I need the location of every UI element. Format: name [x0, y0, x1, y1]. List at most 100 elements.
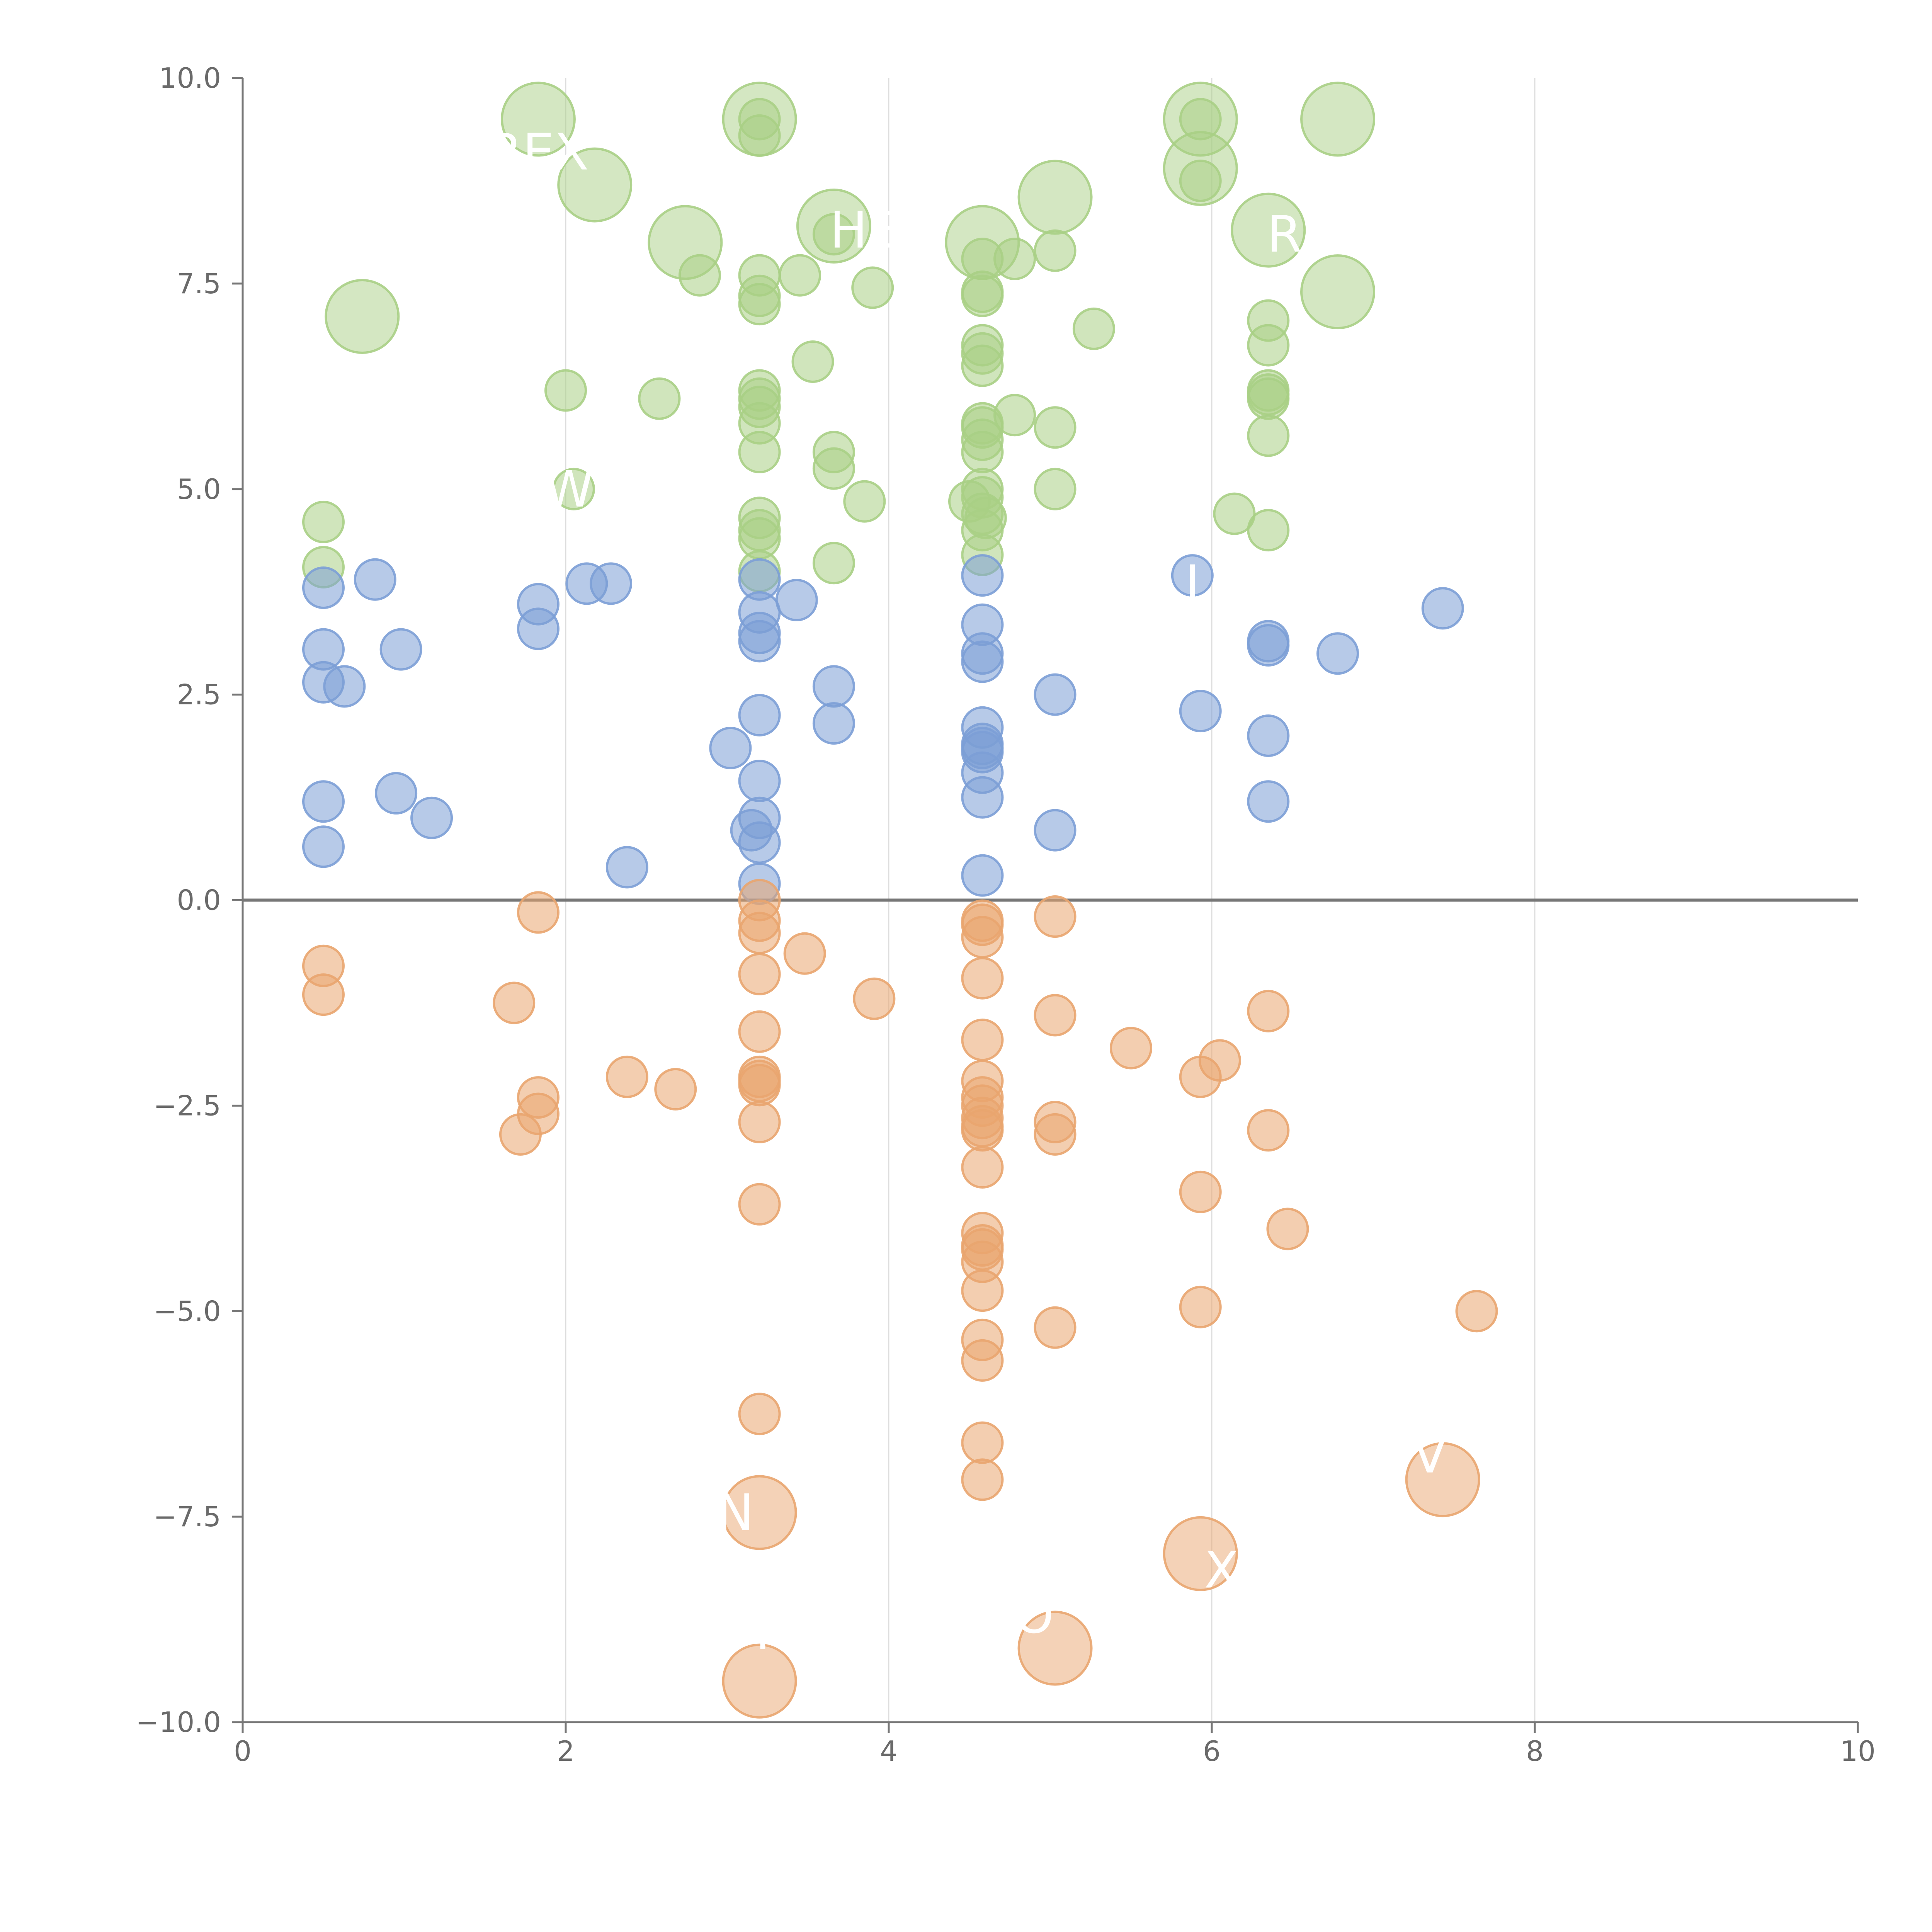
point-high: [851, 266, 894, 309]
point-labels: REX HE RA W J N V X O T: [488, 122, 1447, 1661]
point-low: [738, 1183, 781, 1226]
point-low: [1034, 1306, 1077, 1349]
point-high: [738, 431, 781, 474]
point-label: RA: [1267, 205, 1334, 264]
point-high: [1300, 82, 1376, 157]
point-low: [654, 1068, 697, 1111]
point-low: [1179, 1170, 1222, 1213]
point-high: [843, 480, 886, 523]
point-high: [1017, 160, 1093, 235]
point-low: [961, 1269, 1004, 1312]
point-high: [961, 274, 1004, 317]
point-low: [1017, 1611, 1093, 1686]
point-low: [1247, 1109, 1290, 1152]
point-low: [302, 973, 345, 1016]
y-tick-label: 10.0: [159, 62, 221, 94]
point-mid: [812, 665, 855, 708]
point-high: [500, 82, 576, 157]
point-low: [961, 1339, 1004, 1382]
point-high: [791, 340, 834, 383]
point-mid: [775, 578, 818, 621]
point-label: J: [1182, 554, 1200, 613]
point-label: HE: [830, 201, 899, 260]
x-tick-label: 8: [1526, 1735, 1544, 1767]
point-high: [552, 468, 595, 510]
x-tick-label: 4: [880, 1735, 898, 1767]
point-low: [738, 1100, 781, 1143]
point-high: [796, 188, 871, 264]
point-mid: [410, 796, 453, 839]
point-high: [1072, 307, 1115, 350]
x-tick-label: 6: [1203, 1735, 1221, 1767]
point-mid: [738, 620, 781, 663]
point-mid: [738, 694, 781, 736]
point-high: [648, 205, 723, 280]
point-low: [738, 1060, 781, 1102]
point-high: [1247, 509, 1290, 552]
x-tick-label: 10: [1840, 1735, 1876, 1767]
y-tick-label: 2.5: [177, 679, 221, 711]
point-low: [783, 932, 826, 975]
point-low: [738, 1010, 781, 1053]
point-high: [812, 542, 855, 585]
point-mid: [605, 846, 648, 889]
point-mid: [354, 558, 396, 601]
y-tick-label: −10.0: [136, 1706, 221, 1738]
point-low: [493, 981, 536, 1024]
point-high: [1247, 377, 1290, 420]
point-low: [1110, 1027, 1152, 1070]
point-high: [993, 394, 1036, 437]
point-high: [1213, 492, 1256, 535]
point-low: [1179, 1286, 1222, 1328]
point-label: T: [747, 1602, 778, 1661]
point-mid: [1247, 624, 1290, 667]
point-high: [1247, 324, 1290, 367]
point-mid: [1247, 780, 1290, 823]
point-mid: [1171, 554, 1214, 597]
point-high: [1247, 414, 1290, 457]
point-mid: [1034, 809, 1077, 852]
point-label: X: [1204, 1541, 1239, 1599]
point-low: [1179, 1055, 1222, 1098]
point-low: [738, 1393, 781, 1435]
point-mid: [961, 554, 1004, 597]
y-tick-label: −7.5: [153, 1500, 221, 1533]
point-high: [1034, 468, 1077, 510]
point-low: [853, 977, 896, 1020]
point-high: [557, 147, 633, 223]
point-low: [961, 916, 1004, 959]
point-high: [544, 369, 587, 412]
point-mid: [1247, 714, 1290, 757]
point-mid: [1316, 632, 1359, 675]
y-tick-label: −5.0: [153, 1295, 221, 1327]
point-high: [738, 283, 781, 326]
point-mid: [302, 780, 345, 823]
point-mid: [961, 854, 1004, 897]
point-mid: [323, 665, 366, 708]
x-tick-label: 2: [557, 1735, 575, 1767]
point-low: [722, 1475, 797, 1550]
point-mid: [1179, 690, 1222, 733]
point-low: [722, 1643, 797, 1719]
point-low: [1034, 1113, 1077, 1156]
point-mid: [302, 566, 345, 609]
point-mid: [738, 760, 781, 803]
point-high: [722, 82, 797, 157]
point-high: [325, 279, 400, 354]
point-low: [738, 912, 781, 954]
point-low: [605, 1055, 648, 1098]
point-low: [1247, 990, 1290, 1032]
point-low: [1163, 1516, 1238, 1591]
point-high: [961, 344, 1004, 387]
point-label: N: [716, 1483, 754, 1542]
y-tick-label: −2.5: [153, 1089, 221, 1122]
data-points: [302, 82, 1498, 1719]
y-tick-label: 7.5: [177, 267, 221, 300]
point-low: [961, 1109, 1004, 1152]
point-label: V: [1413, 1426, 1447, 1485]
point-high: [1034, 229, 1077, 272]
point-low: [499, 1113, 542, 1156]
point-high: [1034, 406, 1077, 449]
point-high: [812, 447, 855, 490]
